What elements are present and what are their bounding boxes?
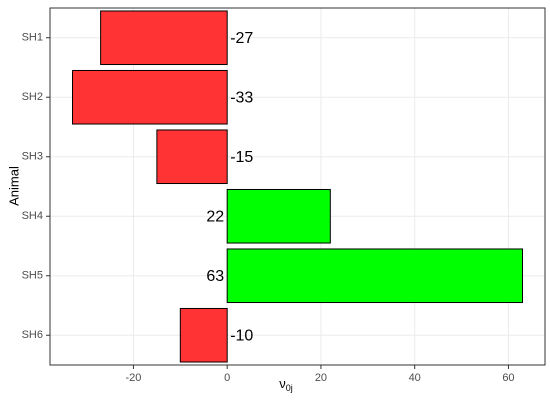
- plot-border: [49, 7, 546, 366]
- bar: [100, 10, 228, 66]
- value-label: -15: [230, 149, 253, 166]
- value-label: -27: [230, 30, 253, 47]
- bar: [226, 188, 331, 244]
- bar: [179, 307, 228, 363]
- y-tick-label: SH6: [22, 329, 43, 341]
- value-label: -10: [230, 327, 253, 344]
- x-tick-label: 40: [409, 372, 421, 384]
- y-tick-label: SH1: [22, 32, 43, 44]
- bar: [226, 248, 523, 304]
- value-label: 63: [206, 268, 224, 285]
- x-axis-title-main: ν: [279, 376, 286, 391]
- x-axis-title-subscript: 0j: [286, 383, 293, 393]
- x-tick-label: -20: [125, 372, 141, 384]
- x-tick-label: 20: [315, 372, 327, 384]
- y-tick-label: SH2: [22, 91, 43, 103]
- y-axis-title: Animal: [6, 166, 21, 206]
- x-tick-label: 60: [502, 372, 514, 384]
- y-tick-label: SH5: [22, 270, 43, 282]
- x-tick-label: 0: [224, 372, 230, 384]
- value-label: -33: [230, 89, 253, 106]
- bar: [156, 129, 228, 185]
- y-tick-label: SH3: [22, 151, 43, 163]
- value-label: 22: [206, 208, 224, 225]
- y-tick-label: SH4: [22, 210, 43, 222]
- bar: [72, 69, 228, 125]
- plot-background: [50, 8, 545, 365]
- x-axis-title: ν0j: [279, 376, 293, 393]
